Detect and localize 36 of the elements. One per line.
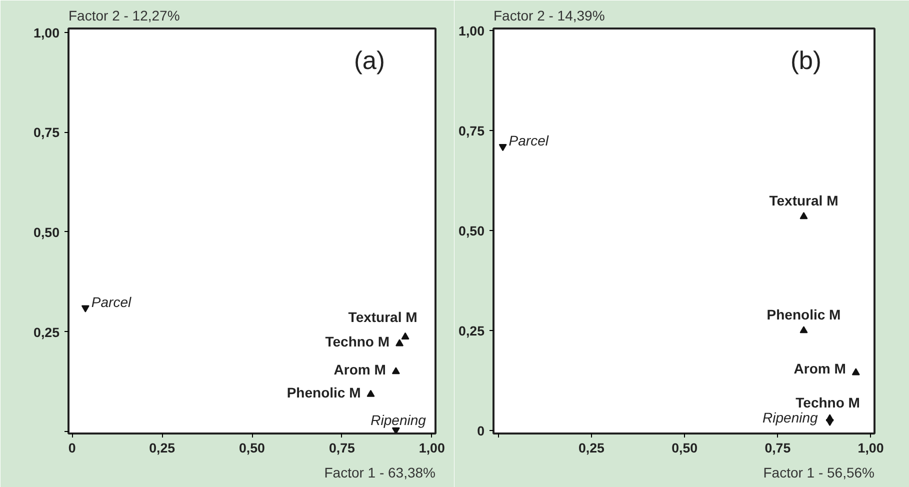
y-tick-label: 0,25	[34, 324, 60, 340]
annotation: Textural M	[769, 192, 838, 209]
annotation: Phenolic M	[766, 306, 841, 323]
annotation: (a)	[354, 46, 385, 75]
y-tick-label: 0	[477, 424, 485, 439]
annotation: Phenolic M	[286, 384, 361, 400]
y-axis-title: Factor 2 - 12,27%	[68, 8, 180, 24]
x-tick-label: 0,50	[672, 440, 698, 456]
x-tick-label: 0,50	[239, 440, 265, 456]
annotation: (b)	[790, 46, 822, 75]
x-tick-label: 1,00	[858, 440, 884, 456]
annotation: Arom M	[334, 362, 386, 378]
y-tick-label: 0,25	[458, 324, 486, 339]
annotation: Ripening	[762, 409, 818, 426]
y-tick-label: 0,50	[34, 225, 60, 240]
x-axis-title: Factor 1 - 63,38%	[324, 464, 436, 480]
annotation: Techno M	[325, 334, 390, 350]
annotation: Techno M	[796, 394, 860, 411]
x-tick-label: 0,25	[149, 440, 176, 456]
y-tick-label: 0,75	[458, 124, 486, 139]
x-axis-title: Factor 1 - 56,56%	[763, 464, 875, 480]
x-tick-label: 1,00	[418, 440, 445, 456]
y-axis-title: Factor 2 - 14,39%	[494, 8, 605, 24]
annotation: Parcel	[91, 294, 132, 310]
x-tick-label: 0,75	[328, 440, 356, 456]
y-tick-label: 1,00	[458, 24, 485, 38]
x-tick-label: 0,75	[764, 440, 792, 456]
annotation: Parcel	[508, 132, 550, 149]
annotation: Textural M	[348, 308, 418, 325]
x-tick-label: 0	[68, 440, 76, 456]
annotation: Ripening	[370, 412, 426, 428]
annotation: Arom M	[794, 360, 846, 377]
y-tick-label: 0,50	[458, 224, 485, 239]
y-tick-label: 1,00	[34, 25, 60, 40]
x-tick-label: 0,25	[578, 440, 606, 456]
y-tick-label: 0,75	[34, 125, 60, 140]
